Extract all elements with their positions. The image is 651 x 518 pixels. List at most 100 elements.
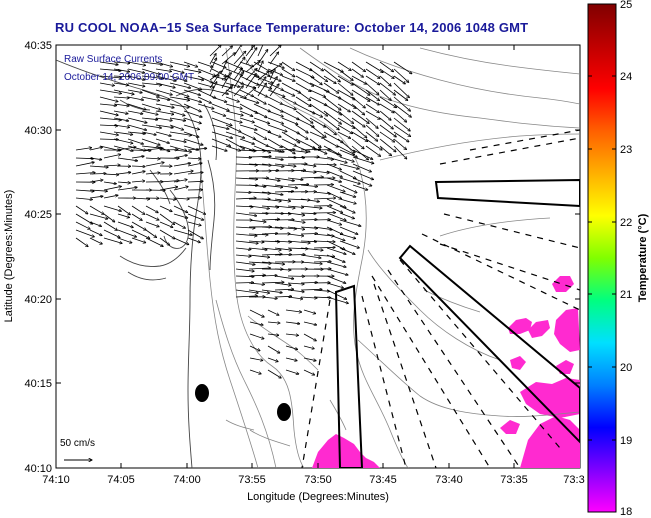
current-vector [339, 233, 356, 239]
current-vector [365, 110, 380, 119]
current-vector [159, 237, 170, 245]
current-vector [127, 61, 146, 65]
current-vector [300, 184, 318, 187]
current-vector [235, 164, 258, 165]
colorbar-tick: 19 [620, 435, 632, 447]
current-vector [183, 110, 202, 117]
current-vector [221, 61, 227, 73]
x-tick: 74:00 [173, 474, 201, 486]
overlay-line2: October 14, 2006 09:00 GMT [64, 72, 194, 83]
current-vector [141, 75, 164, 79]
current-vector [253, 138, 269, 147]
current-vector [393, 124, 411, 137]
colorbar-tick: 24 [620, 71, 632, 83]
current-vector [173, 237, 189, 245]
current-vector [245, 60, 260, 73]
current-vector [287, 219, 305, 223]
current-vector [89, 221, 102, 226]
current-vector [103, 154, 121, 159]
current-vector [99, 110, 118, 115]
current-vector [303, 357, 316, 361]
current-vector [274, 275, 294, 279]
current-vector [337, 61, 351, 71]
current-vector [339, 184, 357, 193]
current-vector [235, 150, 256, 151]
current-vector [285, 369, 299, 374]
current-vector [211, 145, 227, 151]
current-vector [89, 237, 102, 244]
current-vector [313, 198, 336, 199]
current-vector [393, 103, 411, 117]
current-vector [285, 345, 298, 349]
current-vector [221, 76, 229, 89]
current-vector [309, 68, 328, 82]
current-vector [131, 171, 145, 175]
x-tick: 73:45 [369, 474, 397, 486]
current-vector [75, 229, 94, 237]
current-vector [352, 170, 374, 180]
current-vector [285, 321, 300, 324]
current-vector [352, 163, 372, 172]
current-vector [235, 283, 254, 284]
current-vector [225, 138, 245, 149]
current-vector [225, 117, 242, 123]
current-vector [248, 184, 266, 187]
current-vector [287, 205, 304, 208]
current-vector [99, 89, 122, 94]
current-vector [113, 110, 128, 114]
current-vector [351, 131, 368, 142]
current-vector [103, 181, 117, 184]
current-vector [248, 191, 271, 193]
current-vector [117, 205, 130, 215]
current-vector [253, 117, 270, 124]
current-vector [211, 117, 232, 126]
current-vector [295, 61, 312, 71]
current-vector [300, 261, 322, 264]
current-vector [351, 89, 370, 101]
current-vector [113, 103, 129, 106]
current-vector [309, 110, 323, 117]
current-vector [281, 68, 295, 77]
current-vector [287, 184, 309, 185]
current-vector [393, 145, 407, 159]
current-vector [249, 321, 263, 325]
current-vector [281, 131, 300, 143]
current-vector [326, 240, 345, 250]
current-vector [187, 237, 200, 243]
current-vector [261, 254, 282, 255]
current-vector [173, 163, 191, 167]
current-vector [326, 163, 342, 170]
current-vector [127, 96, 144, 100]
current-vector [313, 170, 329, 173]
current-vector [183, 138, 203, 145]
current-vector [233, 68, 242, 81]
current-vector [365, 124, 379, 137]
current-vector [281, 89, 295, 96]
current-vector [326, 219, 342, 225]
current-vector [169, 61, 190, 67]
current-vector [233, 51, 246, 65]
current-vector [313, 156, 334, 160]
current-vector [393, 89, 408, 101]
current-vector [248, 163, 271, 165]
current-vector [169, 124, 184, 130]
current-vector [183, 61, 198, 67]
current-vector [211, 96, 227, 102]
current-vector [300, 220, 317, 221]
current-vector [261, 191, 283, 195]
current-vector [326, 177, 342, 182]
current-vector [267, 138, 282, 148]
current-vector [253, 89, 268, 97]
current-vector [323, 68, 340, 82]
current-vector [300, 177, 324, 178]
current-vector [287, 149, 308, 152]
current-vector [339, 212, 355, 219]
current-vector [274, 198, 291, 201]
current-vector [365, 61, 383, 73]
current-vector [239, 110, 253, 116]
current-vector [159, 181, 179, 183]
current-vector [235, 276, 254, 277]
current-vector [113, 68, 130, 72]
current-vector [145, 229, 157, 238]
current-vector [211, 110, 226, 116]
